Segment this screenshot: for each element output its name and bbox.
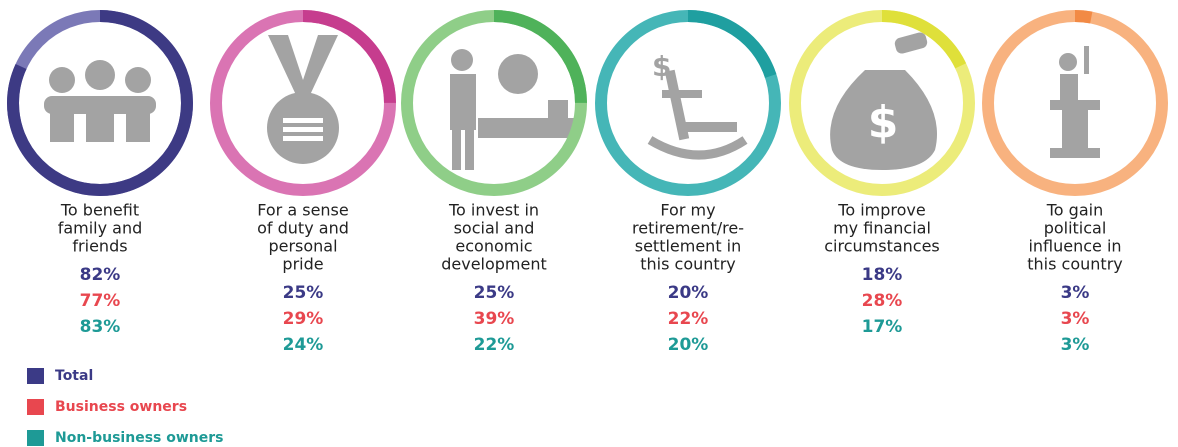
podium-icon xyxy=(1050,46,1100,158)
ring-arc xyxy=(789,10,975,196)
legend-label: Business owners xyxy=(55,399,187,415)
category-label: family and xyxy=(58,219,143,238)
value-label: 20% xyxy=(668,283,709,303)
icons: $ $ xyxy=(44,32,1100,170)
value-label: 39% xyxy=(474,309,515,329)
ring-arc xyxy=(401,10,587,196)
value-label: 22% xyxy=(474,335,515,355)
category-label: development xyxy=(441,255,547,274)
value-label: 25% xyxy=(283,283,324,303)
svg-text:$: $ xyxy=(652,50,671,83)
value-label: 77% xyxy=(80,291,121,311)
category-label: economic xyxy=(455,237,532,256)
value-label: 25% xyxy=(474,283,515,303)
category-label: this country xyxy=(640,255,735,274)
category-label: For a sense xyxy=(257,201,348,220)
category-label: personal xyxy=(268,237,337,256)
category-label: To benefit xyxy=(60,201,139,220)
value-label: 24% xyxy=(283,335,324,355)
category-label: influence in xyxy=(1028,237,1121,256)
category-label: friends xyxy=(72,237,127,256)
value-label: 17% xyxy=(862,317,903,337)
category-label: settlement in xyxy=(635,237,742,256)
legend-swatch xyxy=(27,399,44,415)
value-label: 3% xyxy=(1061,335,1090,355)
investor-icon xyxy=(450,49,578,170)
value-label: 18% xyxy=(862,265,903,285)
category-label: To gain xyxy=(1046,201,1103,220)
category-label: my financial xyxy=(833,219,931,238)
value-label: 83% xyxy=(80,317,121,337)
ring-arc xyxy=(210,10,396,196)
category-label: pride xyxy=(282,255,323,274)
medal-icon xyxy=(267,35,339,164)
value-label: 3% xyxy=(1061,309,1090,329)
category-label: circumstances xyxy=(824,237,940,256)
legend: Total Business owners Non-business owners xyxy=(27,368,224,446)
rocking-chair-icon: $ xyxy=(647,50,748,160)
category-label: retirement/re- xyxy=(632,219,744,238)
category-label: this country xyxy=(1027,255,1122,274)
ring-arc xyxy=(595,10,781,196)
category-label: political xyxy=(1044,219,1107,238)
legend-label: Non-business owners xyxy=(55,430,224,446)
svg-text:$: $ xyxy=(868,97,899,148)
category-label: To invest in xyxy=(448,201,539,220)
family-icon xyxy=(44,60,156,142)
category-label: social and xyxy=(454,219,535,238)
legend-swatch xyxy=(27,368,44,384)
legend-swatch xyxy=(27,430,44,446)
value-label: 29% xyxy=(283,309,324,329)
legend-label: Total xyxy=(55,368,93,384)
value-label: 20% xyxy=(668,335,709,355)
category-label: For my xyxy=(660,201,715,220)
value-label: 22% xyxy=(668,309,709,329)
ring-arc xyxy=(7,10,193,196)
value-label: 3% xyxy=(1061,283,1090,303)
value-label: 82% xyxy=(80,265,121,285)
ring-arc xyxy=(982,10,1168,196)
category-label: of duty and xyxy=(257,219,349,238)
money-bag-icon: $ xyxy=(830,32,937,170)
value-label: 28% xyxy=(862,291,903,311)
category-label: To improve xyxy=(837,201,925,220)
